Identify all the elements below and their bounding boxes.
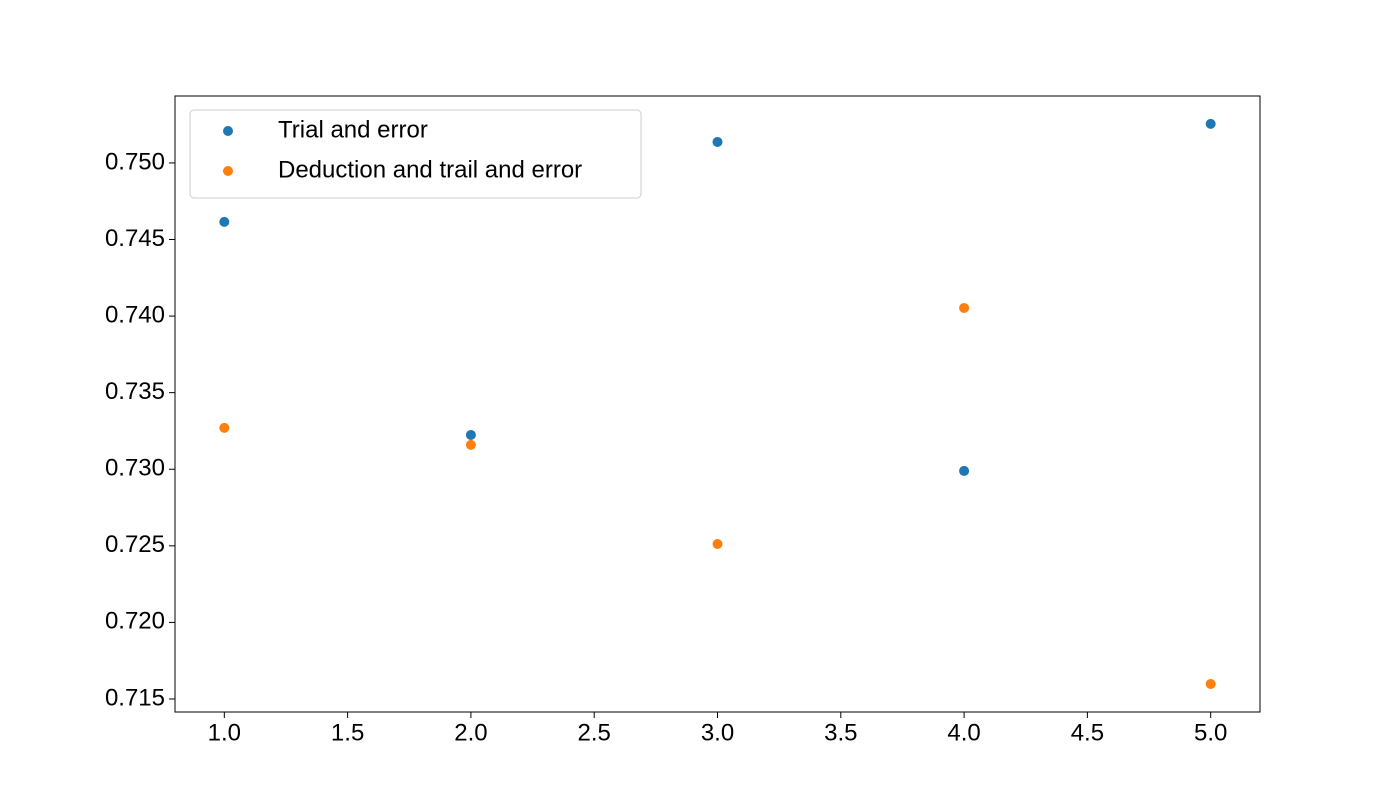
point: [1205, 118, 1216, 129]
x-tick-label: 2.5: [578, 719, 611, 746]
x-tick-label: 1.5: [331, 719, 364, 746]
x-tick-label: 3.0: [701, 719, 734, 746]
y-tick-label: 0.715: [105, 684, 165, 711]
point: [959, 302, 970, 313]
y-tick-label: 0.740: [105, 301, 165, 328]
y-tick-label: 0.750: [105, 148, 165, 175]
point: [219, 422, 230, 433]
x-tick-label: 3.5: [824, 719, 857, 746]
x-tick-label: 5.0: [1194, 719, 1227, 746]
y-tick-label: 0.745: [105, 225, 165, 252]
x-tick-label: 1.0: [208, 719, 241, 746]
point: [1205, 678, 1216, 689]
y-tick-label: 0.725: [105, 531, 165, 558]
point: [219, 216, 230, 227]
legend-marker: [223, 126, 233, 136]
x-tick-label: 4.0: [947, 719, 980, 746]
point: [712, 538, 723, 549]
legend-marker: [223, 166, 233, 176]
y-tick-label: 0.730: [105, 455, 165, 482]
point: [959, 465, 970, 476]
x-tick-label: 2.0: [454, 719, 487, 746]
point: [465, 439, 476, 450]
y-tick-label: 0.720: [105, 608, 165, 635]
y-tick-label: 0.735: [105, 378, 165, 405]
x-tick-label: 4.5: [1071, 719, 1104, 746]
point: [712, 136, 723, 147]
legend-label: Trial and error: [278, 116, 428, 143]
point: [465, 429, 476, 440]
legend-box: [189, 109, 642, 199]
legend-label: Deduction and trail and error: [278, 156, 582, 183]
